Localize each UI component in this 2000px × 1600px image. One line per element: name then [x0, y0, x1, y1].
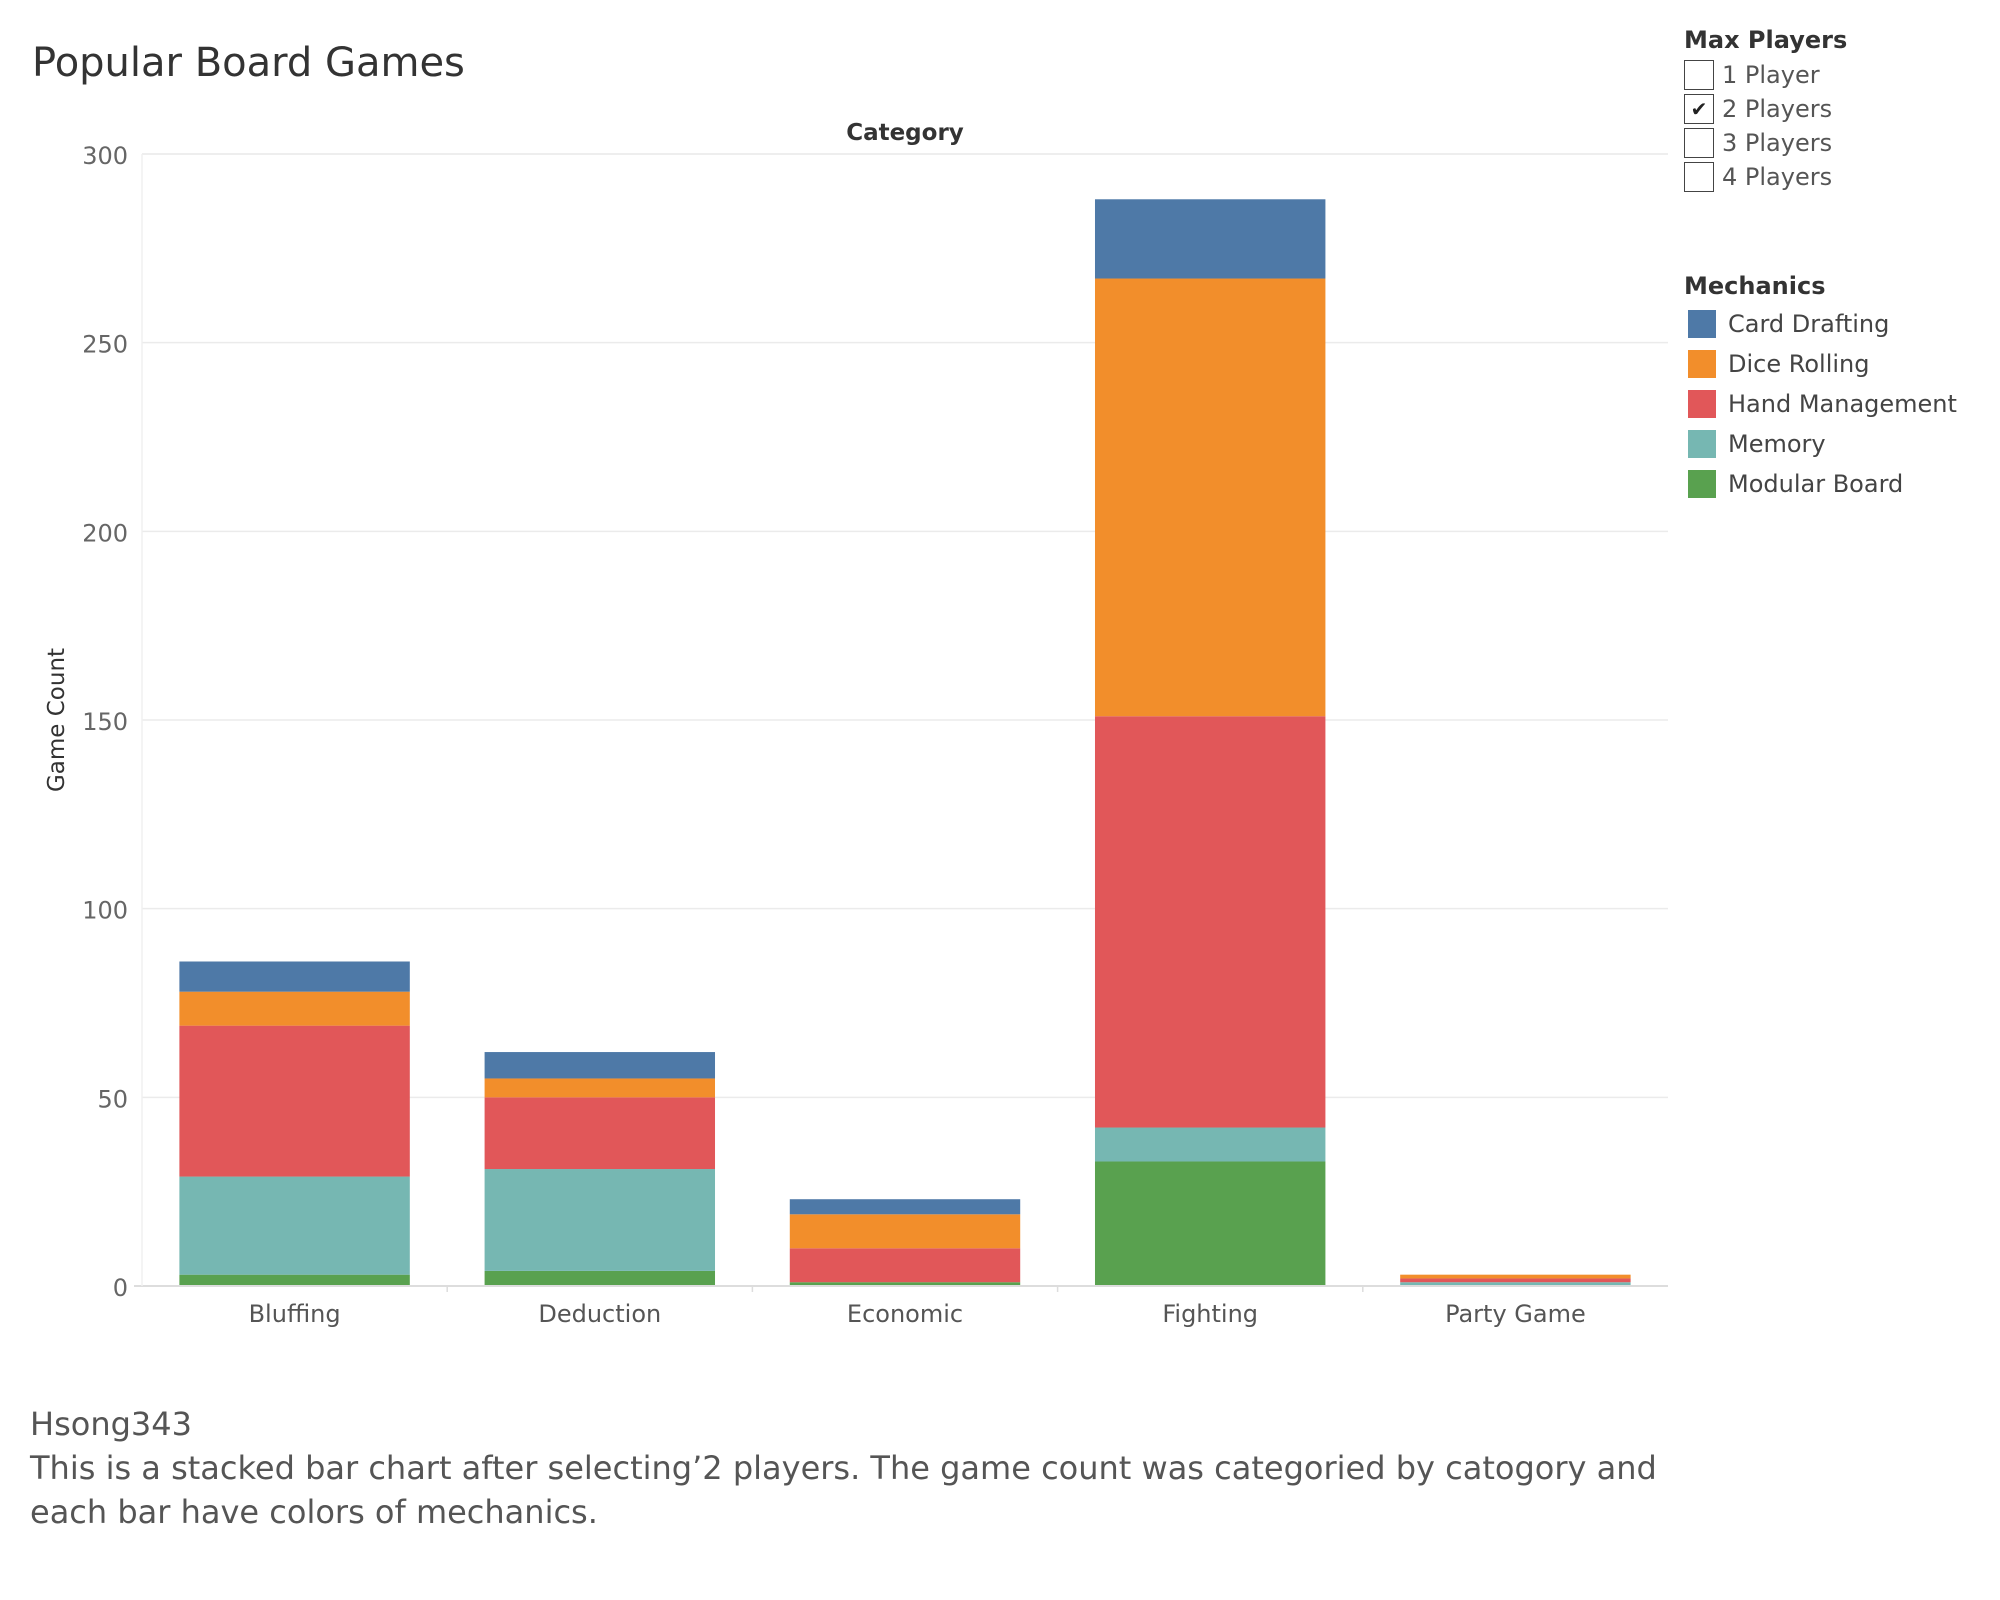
y-tick-label: 150 [82, 708, 128, 736]
bar-segment [789, 1199, 1021, 1215]
axes: 0 50 100 150 200 250 300 Game Count Category Bluf… [44, 120, 1668, 1328]
x-tick-label: Economic [847, 1300, 963, 1328]
filter-option-label: 1 Player [1722, 61, 1820, 89]
bar-segment [179, 1274, 410, 1286]
bar-segment [1094, 716, 1326, 1128]
bar-segment [179, 991, 410, 1026]
filter-option[interactable]: 4 Players [1684, 160, 1984, 194]
bars [179, 199, 1631, 1286]
filter-option-label: 2 Players [1722, 95, 1833, 123]
legend-label: Dice Rolling [1728, 350, 1870, 378]
y-tick-label: 0 [113, 1274, 128, 1302]
legend-label: Modular Board [1728, 470, 1904, 498]
filter-option[interactable]: ✔ 2 Players [1684, 92, 1984, 126]
bar-segment [1400, 1278, 1631, 1283]
checkbox[interactable] [1684, 60, 1714, 90]
y-tick-label: 50 [97, 1085, 128, 1113]
bar-segment [789, 1282, 1021, 1286]
y-tick-label: 250 [82, 331, 128, 359]
legend-label: Card Drafting [1728, 310, 1890, 338]
bar-segment [179, 1025, 410, 1177]
legend-swatch [1688, 470, 1716, 498]
check-icon: ✔ [1690, 97, 1708, 121]
bar-segment [484, 1078, 716, 1098]
caption-author: Hsong343 [30, 1405, 192, 1443]
legend-list: Card Drafting Dice Rolling Hand Management… [1684, 304, 1984, 504]
filter-option[interactable]: 3 Players [1684, 126, 1984, 160]
legend: Mechanics Card Drafting Dice Rolling Hand … [1684, 272, 1984, 504]
side-panel: Max Players 1 Player ✔ 2 Players 3 Players 4… [1684, 26, 1984, 504]
bar-segment [179, 961, 410, 992]
legend-item[interactable]: Card Drafting [1684, 304, 1984, 344]
bar-segment [484, 1097, 716, 1170]
bar-segment [1094, 1161, 1326, 1286]
checkbox[interactable] [1684, 162, 1714, 192]
y-tick-label: 100 [82, 897, 128, 925]
bar-segment [789, 1214, 1021, 1249]
bar-segment [484, 1270, 716, 1286]
caption-text: This is a stacked bar chart after select… [30, 1449, 1657, 1531]
checkbox[interactable] [1684, 128, 1714, 158]
legend-item[interactable]: Hand Management [1684, 384, 1984, 424]
filter-option[interactable]: 1 Player [1684, 58, 1984, 92]
x-tick-label: Fighting [1162, 1300, 1258, 1328]
legend-item[interactable]: Memory [1684, 424, 1984, 464]
caption: Hsong343 This is a stacked bar chart aft… [30, 1402, 1680, 1534]
x-tick-label: Party Game [1445, 1300, 1586, 1328]
column-header: Category [846, 120, 964, 146]
bar-segment [789, 1248, 1021, 1283]
legend-item[interactable]: Dice Rolling [1684, 344, 1984, 384]
legend-swatch [1688, 430, 1716, 458]
stacked-bar-chart: 0 50 100 150 200 250 300 Game Count Category Bluf… [44, 120, 1668, 1328]
checkbox[interactable]: ✔ [1684, 94, 1714, 124]
x-tick-label: Deduction [538, 1300, 661, 1328]
legend-title: Mechanics [1684, 272, 1826, 300]
legend-swatch [1688, 310, 1716, 338]
gridlines [142, 153, 1668, 1099]
legend-swatch [1688, 350, 1716, 378]
y-tick-label: 200 [82, 519, 128, 547]
filter-title: Max Players [1684, 26, 1848, 54]
chart-title: Popular Board Games [32, 40, 465, 86]
bar-segment [179, 1176, 410, 1275]
bar-segment [1400, 1282, 1631, 1286]
y-tick-label: 300 [82, 142, 128, 170]
legend-swatch [1688, 390, 1716, 418]
legend-label: Hand Management [1728, 390, 1957, 418]
x-tick-label: Bluffing [249, 1300, 341, 1328]
bar-segment [1094, 1127, 1326, 1162]
max-players-filter: 1 Player ✔ 2 Players 3 Players 4 Players [1684, 58, 1984, 194]
legend-label: Memory [1728, 430, 1826, 458]
filter-option-label: 3 Players [1722, 129, 1833, 157]
bar-segment [484, 1169, 716, 1271]
legend-item[interactable]: Modular Board [1684, 464, 1984, 504]
bar-segment [1400, 1274, 1631, 1279]
bar-segment [1094, 199, 1326, 279]
bar-segment [484, 1052, 716, 1079]
bar-segment [1094, 278, 1326, 717]
y-axis-title: Game Count [44, 648, 70, 792]
filter-option-label: 4 Players [1722, 163, 1833, 191]
